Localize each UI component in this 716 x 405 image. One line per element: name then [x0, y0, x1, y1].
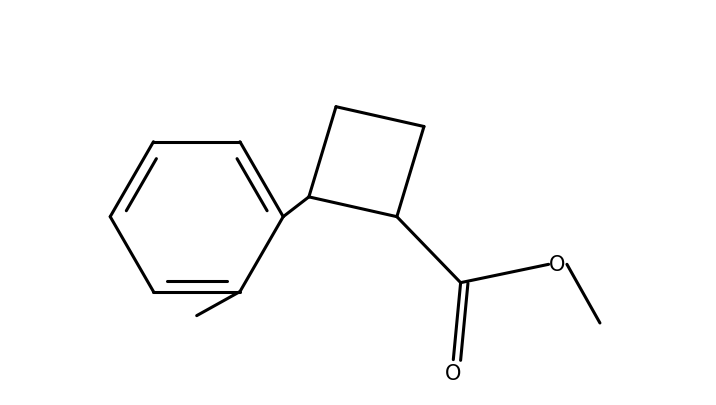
- Text: O: O: [549, 254, 566, 274]
- Text: O: O: [445, 363, 462, 383]
